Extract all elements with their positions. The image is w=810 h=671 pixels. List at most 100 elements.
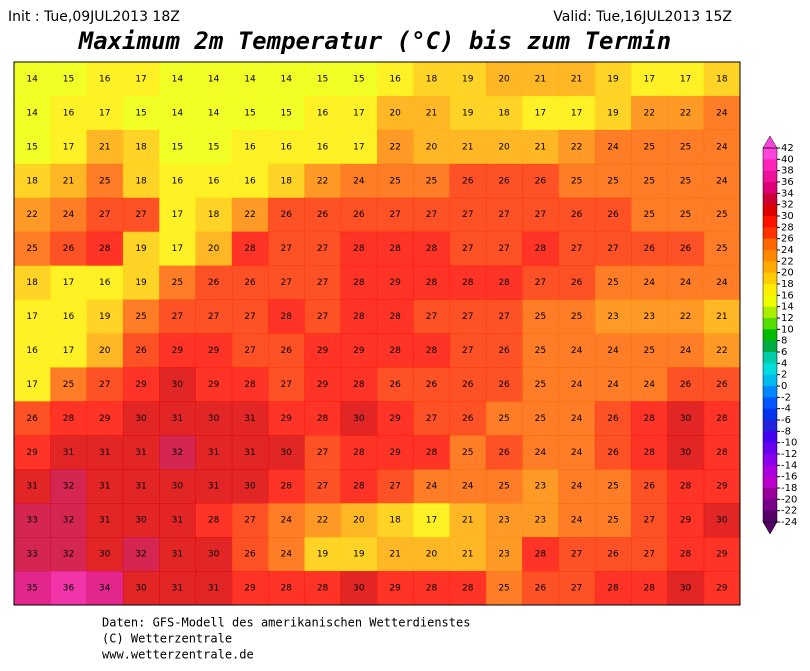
temperature-label: 17 xyxy=(571,108,582,118)
temperature-cell xyxy=(631,367,668,402)
temperature-label: 30 xyxy=(135,414,147,424)
temperature-label: 17 xyxy=(63,278,74,288)
temperature-label: 26 xyxy=(498,176,510,186)
colorbar-bin xyxy=(763,352,777,364)
temperature-label: 24 xyxy=(571,448,583,458)
temperature-cell xyxy=(558,571,596,606)
temperature-cell xyxy=(195,62,233,97)
temperature-cell xyxy=(122,299,160,334)
temperature-label: 25 xyxy=(462,448,473,458)
temperature-cell xyxy=(268,299,305,334)
temperature-cell xyxy=(485,367,523,402)
temperature-label: 25 xyxy=(99,176,110,186)
temperature-label: 35 xyxy=(26,584,37,594)
temperature-cell xyxy=(522,231,559,267)
temperature-cell xyxy=(485,231,523,267)
temperature-cell xyxy=(485,197,523,233)
temperature-label: 28 xyxy=(426,346,438,356)
temperature-label: 27 xyxy=(317,448,328,458)
temperature-label: 27 xyxy=(462,346,473,356)
temperature-label: 28 xyxy=(281,312,293,322)
temperature-label: 24 xyxy=(716,278,728,288)
colorbar-bin xyxy=(763,261,777,273)
temperature-cell xyxy=(703,401,741,436)
temperature-label: 25 xyxy=(607,482,618,492)
temperature-label: 15 xyxy=(63,74,74,84)
temperature-cell xyxy=(667,197,705,233)
temperature-cell xyxy=(485,503,523,538)
temperature-label: 18 xyxy=(135,176,147,186)
temperature-label: 30 xyxy=(172,482,184,492)
temperature-cell xyxy=(522,469,559,504)
temperature-cell xyxy=(195,197,233,233)
temperature-label: 29 xyxy=(135,380,147,390)
temperature-label: 21 xyxy=(462,142,473,152)
temperature-label: 27 xyxy=(281,380,292,390)
temperature-label: 26 xyxy=(426,380,438,390)
temperature-cell xyxy=(413,537,451,572)
temperature-label: 30 xyxy=(680,584,692,594)
temperature-label: 31 xyxy=(208,482,219,492)
temperature-label: 24 xyxy=(607,142,619,152)
temperature-cell xyxy=(304,231,342,267)
temperature-label: 25 xyxy=(389,176,400,186)
temperature-cell xyxy=(159,367,196,402)
temperature-label: 15 xyxy=(208,142,219,152)
temperature-cell xyxy=(594,163,632,199)
temperature-cell xyxy=(377,62,414,97)
temperature-label: 26 xyxy=(680,380,692,390)
colorbar-tick-label: -22 xyxy=(781,506,797,517)
temperature-label: 16 xyxy=(244,142,256,152)
temperature-label: 15 xyxy=(26,142,37,152)
temperature-label: 22 xyxy=(317,176,328,186)
colorbar-bin xyxy=(763,159,777,171)
colorbar-bin xyxy=(763,170,777,183)
temperature-cell xyxy=(231,503,269,538)
temperature-cell xyxy=(195,333,233,368)
temperature-label: 26 xyxy=(571,278,583,288)
temperature-label: 22 xyxy=(244,210,255,220)
temperature-label: 24 xyxy=(571,346,583,356)
temperature-cell xyxy=(449,62,487,97)
temperature-cell xyxy=(667,401,705,436)
temperature-cell xyxy=(159,571,196,606)
colorbar-frame xyxy=(762,147,778,523)
temperature-label: 28 xyxy=(426,448,438,458)
temperature-label: 27 xyxy=(426,414,437,424)
temperature-cell xyxy=(14,299,51,334)
temperature-cell xyxy=(86,333,124,368)
temperature-cell xyxy=(340,231,378,267)
temperature-cell xyxy=(159,197,196,233)
temperature-label: 29 xyxy=(389,278,401,288)
temperature-label: 28 xyxy=(281,482,293,492)
temperature-label: 29 xyxy=(716,550,728,560)
temperature-label: 30 xyxy=(353,584,365,594)
temperature-label: 29 xyxy=(389,414,401,424)
colorbar-bottom-tip xyxy=(762,521,778,535)
temperature-label: 28 xyxy=(462,278,474,288)
temperature-cell xyxy=(340,503,378,538)
temperature-label: 27 xyxy=(135,210,146,220)
temperature-cell xyxy=(122,197,160,233)
temperature-cell xyxy=(631,95,668,131)
temperature-cell xyxy=(703,163,741,199)
temperature-label: 31 xyxy=(135,482,146,492)
temperature-cell xyxy=(86,265,124,301)
temperature-cell xyxy=(594,265,632,301)
temperature-label: 24 xyxy=(680,346,692,356)
temperature-cell xyxy=(14,469,51,504)
temperature-label: 17 xyxy=(99,108,110,118)
temperature-label: 25 xyxy=(607,516,618,526)
temperature-cell xyxy=(304,197,342,233)
temperature-label: 27 xyxy=(535,210,546,220)
temperature-label: 25 xyxy=(535,414,546,424)
temperature-cell xyxy=(86,197,124,233)
footer-line: Daten: GFS-Modell des amerikanischen Wet… xyxy=(102,616,470,630)
temperature-label: 16 xyxy=(99,74,111,84)
temperature-cell xyxy=(703,299,741,334)
temperature-label: 26 xyxy=(644,482,656,492)
colorbar-tick-label: 24 xyxy=(781,245,794,256)
colorbar-bin xyxy=(763,408,777,421)
temperature-label: 15 xyxy=(281,108,292,118)
